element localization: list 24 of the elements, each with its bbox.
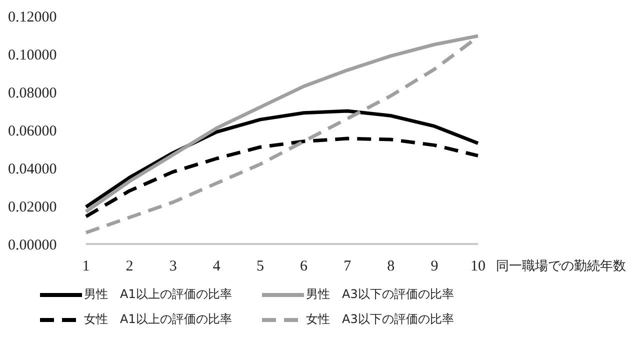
- legend-label: 女性 A3以下の評価の比率: [306, 311, 454, 328]
- line-series: [84, 136, 480, 218]
- x-tick-label: 2: [126, 258, 134, 275]
- y-tick-label: 0.10000: [8, 47, 57, 64]
- y-tick-label: 0.06000: [8, 123, 57, 140]
- legend-label: 男性 A3以下の評価の比率: [306, 286, 454, 303]
- x-axis-title: 同一職場での勤続年数: [496, 259, 626, 274]
- legend-label: 男性 A1以上の評価の比率: [84, 286, 232, 303]
- x-tick-label: 4: [212, 258, 221, 275]
- x-tick-label: 3: [169, 258, 177, 275]
- line-series: [84, 109, 480, 209]
- x-tick-label: 7: [344, 258, 352, 275]
- y-tick-label: 0.04000: [8, 161, 57, 178]
- x-tick-label: 1: [82, 258, 90, 275]
- x-tick-label: 6: [300, 258, 308, 275]
- legend-label: 女性 A1以上の評価の比率: [84, 311, 232, 328]
- x-tick-label: 9: [430, 258, 438, 275]
- x-tick-label: 10: [470, 258, 486, 275]
- y-tick-label: 0.02000: [8, 199, 57, 216]
- x-tick-label: 8: [387, 258, 395, 275]
- y-tick-label: 0.08000: [8, 85, 57, 102]
- x-tick-label: 5: [256, 258, 264, 275]
- y-tick-label: 0.00000: [8, 237, 57, 254]
- y-tick-label: 0.12000: [8, 9, 57, 26]
